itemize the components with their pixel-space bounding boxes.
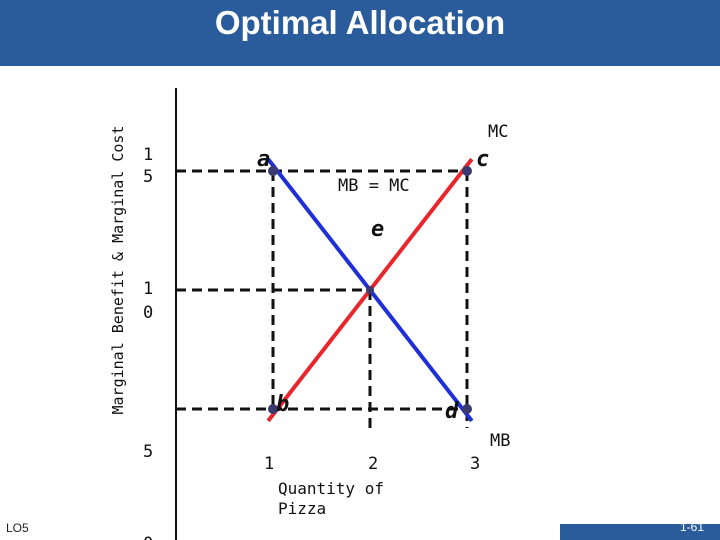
x-tick-2: 2 [368,454,378,474]
mb-series-label: MB [490,431,510,451]
point-b-label: b [276,392,289,417]
point-d [462,404,472,414]
point-a [268,166,278,176]
point-c [462,166,472,176]
point-a-label: a [257,147,270,172]
y-tick-0: 0 [143,534,153,540]
point-d-label: d [445,399,459,424]
x-tick-3: 3 [470,454,480,474]
point-c-label: c [476,147,489,172]
y-tick-5: 5 [143,442,153,462]
page-title: Optimal Allocation [214,4,506,41]
point-e [366,286,374,294]
title-bar: Optimal Allocation [0,0,720,66]
x-tick-1: 1 [264,454,274,474]
point-e-label: e [371,217,384,242]
guide-lines [176,169,469,429]
mb-equals-mc-annotation: MB = MC [338,176,410,196]
point-b [268,404,278,414]
footer-bar [560,524,720,540]
x-axis-label: Quantity of Pizza [278,479,384,518]
learning-objective-label: LO5 [6,521,29,535]
slide-number: 1-61 [679,520,704,534]
mc-series-label: MC [488,122,508,142]
